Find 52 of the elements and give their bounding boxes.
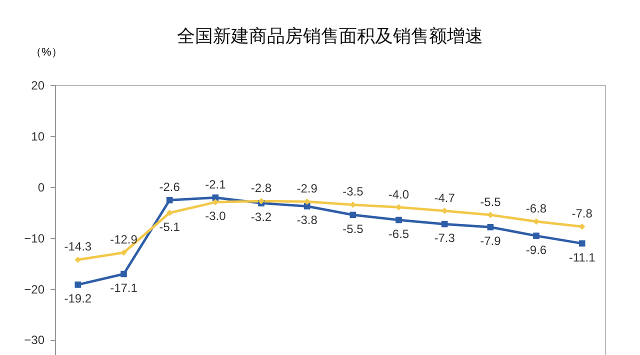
point [533,218,540,225]
data-label: -3.5 [342,184,364,199]
data-label: -17.1 [110,281,138,295]
y-tick-label: 0 [38,180,45,194]
data-label: -9.6 [526,242,547,257]
point [120,249,127,256]
data-label: -5.5 [342,222,364,236]
y-axis-title: （%） [30,46,62,58]
data-label: -2.8 [250,181,272,196]
chart-title: 全国新建商品房销售面积及销售额增速 [177,26,483,46]
data-label: -11.1 [568,250,596,264]
point [120,270,127,278]
y-tick-label: −20 [24,282,45,296]
data-label: -6.8 [526,202,547,216]
y-tick-label: −30 [24,333,45,348]
data-label: -4.0 [388,187,410,202]
data-label: -7.8 [572,206,593,221]
data-label: -5.1 [159,220,180,234]
point [578,223,586,230]
point [304,203,310,210]
point [487,212,494,218]
data-label: -3.8 [296,213,318,228]
y-tick-label: −10 [24,231,45,246]
data-label: -3.0 [205,209,226,224]
point [487,224,494,230]
point [74,282,82,288]
data-label: -7.3 [434,231,456,246]
point [350,202,356,208]
point [441,220,448,228]
data-label: -12.9 [110,232,138,247]
data-label: -2.6 [159,180,180,194]
data-label: -3.2 [250,210,272,224]
data-label: -5.5 [480,194,502,209]
point [533,232,540,239]
data-label: -7.9 [480,234,502,248]
point [350,212,356,218]
data-label: -4.7 [434,190,456,205]
point [74,256,82,263]
data-label: -14.3 [64,240,92,254]
point [166,210,173,216]
point [578,240,586,247]
point [212,199,219,206]
data-label: -6.5 [388,227,410,241]
y-tick-label: 20 [31,78,45,92]
data-label: -2.9 [296,182,318,196]
point [441,208,448,214]
data-label: -2.1 [205,178,226,192]
point [396,216,402,224]
data-label: -19.2 [64,292,92,306]
y-tick-label: 10 [31,129,45,144]
point [258,198,264,204]
point [166,196,173,204]
